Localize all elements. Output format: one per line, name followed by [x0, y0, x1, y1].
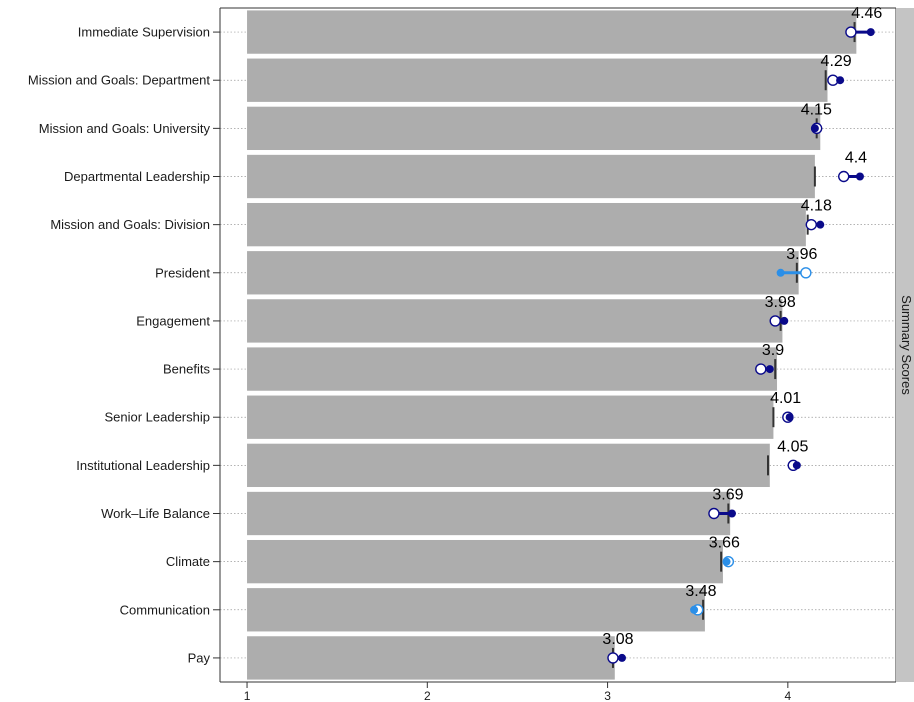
category-label: Mission and Goals: Division	[50, 217, 210, 232]
category-label: Mission and Goals: Department	[28, 73, 210, 88]
x-tick-label: 3	[604, 689, 611, 702]
previous-score-point	[708, 507, 720, 520]
value-label: 4.18	[801, 198, 832, 215]
value-label: 3.9	[762, 342, 784, 359]
bar	[247, 58, 828, 102]
value-label: 3.66	[709, 535, 740, 552]
panel-strip-label: Summary Scores	[899, 295, 914, 395]
current-score-point	[765, 365, 774, 374]
value-label: 3.48	[685, 583, 716, 600]
category-label: President	[155, 265, 210, 280]
value-label: 3.96	[786, 246, 817, 263]
bar	[247, 154, 815, 199]
current-score-point	[866, 28, 875, 37]
bar	[247, 106, 821, 151]
current-score-point	[776, 268, 785, 277]
value-label: 4.05	[777, 438, 808, 455]
x-tick-label: 2	[424, 689, 431, 702]
current-score-point	[727, 509, 736, 518]
previous-score-point	[769, 315, 781, 327]
current-score-point	[810, 124, 819, 133]
category-label: Immediate Supervision	[78, 25, 210, 40]
bar	[247, 539, 723, 584]
previous-score-point	[838, 170, 850, 183]
bar	[247, 10, 857, 54]
bar	[247, 588, 705, 632]
category-label: Work–Life Balance	[101, 506, 210, 521]
value-label: 3.98	[765, 294, 796, 311]
previous-score-point	[805, 218, 817, 231]
category-label: Communication	[120, 602, 210, 617]
category-labels: Immediate Supervision Mission and Goals: …	[28, 25, 220, 665]
current-score-point	[722, 557, 731, 566]
bar	[247, 347, 778, 391]
current-score-point	[690, 605, 699, 614]
value-label: 4.15	[801, 101, 832, 118]
value-label: 4.4	[845, 150, 867, 167]
score-points	[607, 26, 875, 664]
previous-score-point	[845, 26, 857, 38]
previous-score-point	[755, 363, 767, 375]
category-label: Climate	[166, 554, 210, 569]
value-label: 3.69	[712, 487, 743, 504]
x-tick-label: 4	[784, 689, 791, 702]
value-label: 3.08	[602, 631, 633, 648]
current-score-point	[780, 316, 789, 325]
category-label: Senior Leadership	[104, 410, 210, 425]
panel-strip-background	[896, 8, 914, 682]
x-tick-label: 1	[244, 689, 251, 702]
current-score-point	[785, 413, 794, 422]
value-label: 4.46	[851, 5, 882, 22]
current-score-point	[617, 653, 626, 662]
current-score-point	[816, 220, 825, 229]
value-label: 4.29	[821, 53, 852, 70]
category-label: Mission and Goals: University	[39, 121, 211, 136]
bar	[247, 251, 799, 295]
bar	[247, 395, 774, 439]
bars	[247, 10, 857, 680]
bar	[247, 636, 615, 680]
current-score-point	[792, 461, 801, 470]
value-label: 4.01	[770, 390, 801, 407]
value-labels: 4.46 4.29 4.15 4.4 4.18 3.96 3.98 3.9 4.01 4.05 3.…	[602, 5, 882, 648]
bar	[247, 491, 731, 536]
category-label: Pay	[188, 650, 211, 665]
category-label: Engagement	[136, 313, 210, 328]
bar	[247, 202, 806, 247]
bar	[247, 299, 783, 343]
category-label: Institutional Leadership	[76, 458, 210, 473]
current-score-point	[855, 172, 864, 181]
previous-score-point	[607, 652, 619, 664]
category-label: Benefits	[163, 362, 210, 377]
panel-strip: Summary Scores	[896, 8, 914, 682]
previous-score-point	[800, 267, 812, 279]
category-label: Departmental Leadership	[64, 169, 210, 184]
bar	[247, 443, 770, 488]
current-score-point	[836, 76, 845, 85]
